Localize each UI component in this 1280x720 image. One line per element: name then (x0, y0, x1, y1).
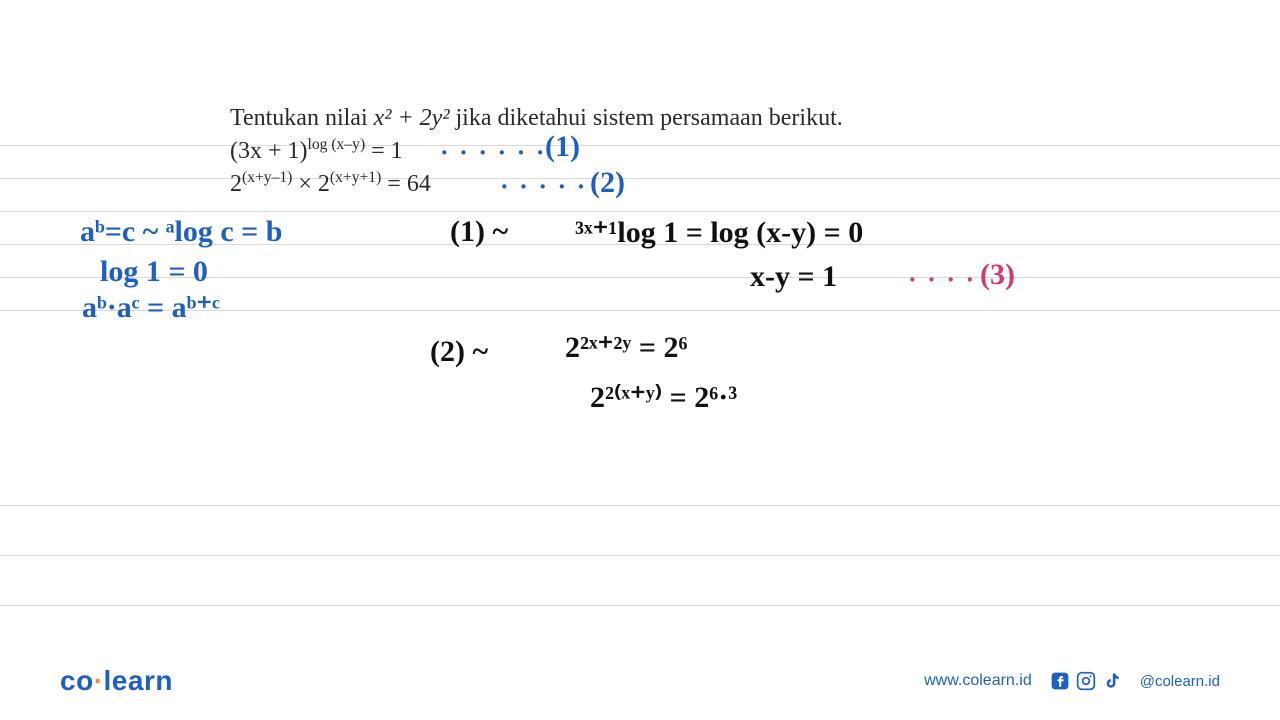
step1-lhs: (1) ~ (450, 215, 508, 249)
rule-2: log 1 = 0 (100, 255, 208, 289)
instagram-icon (1076, 671, 1096, 691)
brand-logo: co·learn (60, 665, 173, 697)
step1-rhs: ³ˣ⁺¹log 1 = log (x-y) = 0 (575, 215, 863, 250)
footer: co·learn www.colearn.id @colearn.id (0, 650, 1280, 720)
social-icons (1050, 671, 1122, 691)
footer-right: www.colearn.id @colearn.id (924, 671, 1220, 691)
step1b-dots: · · · · (908, 265, 976, 295)
tiktok-icon (1102, 671, 1122, 691)
step1b-label: (3) (980, 258, 1015, 292)
step2-rhs: 2²ˣ⁺²ʸ = 2⁶ (565, 330, 687, 365)
step1b: x-y = 1 (750, 260, 837, 294)
eq2-b: 2 (318, 171, 330, 197)
problem-line-1: Tentukan nilai x² + 2y² jika diketahui s… (230, 105, 843, 132)
brand-dot: · (94, 665, 104, 696)
eq2-rhs: = 64 (381, 171, 431, 197)
brand-part-b: learn (104, 665, 173, 696)
facebook-icon (1050, 671, 1070, 691)
eq2-label: (2) (590, 166, 625, 200)
problem-text-pre: Tentukan nilai (230, 105, 374, 131)
eq1-rhs: = 1 (365, 138, 403, 164)
eq1-dots: · · · · · · (440, 138, 547, 168)
eq2-dots: · · · · · (500, 172, 587, 202)
eq2-a-exp: (x+y–1) (242, 169, 292, 186)
step2b: 2²⁽ˣ⁺ʸ⁾ = 2⁶·³ (590, 380, 737, 415)
problem-expr: x² + 2y² (374, 105, 450, 131)
rule-3: aᵇ·aᶜ = aᵇ⁺ᶜ (82, 290, 220, 325)
eq2-b-exp: (x+y+1) (330, 169, 381, 186)
footer-url: www.colearn.id (924, 672, 1032, 690)
eq2-a: 2 (230, 171, 242, 197)
eq2-times: × (292, 171, 318, 197)
step2-lhs: (2) ~ (430, 335, 488, 369)
eq1-label: (1) (545, 130, 580, 164)
brand-part-a: co (60, 665, 94, 696)
footer-handle: @colearn.id (1140, 673, 1220, 690)
eq1-base: (3x + 1) (230, 138, 308, 164)
rule-1: aᵇ=c ~ ᵃlog c = b (80, 215, 282, 249)
problem-text-post: jika diketahui sistem persamaan berikut. (450, 105, 843, 131)
eq1-exp: log (x–y) (308, 136, 366, 153)
